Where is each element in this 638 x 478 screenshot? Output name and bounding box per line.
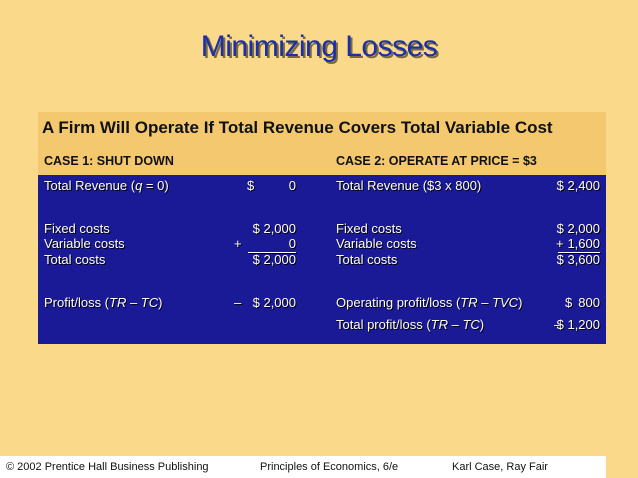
case2-variable-costs-value: 1,600: [567, 236, 600, 251]
case2-fixed-costs-value: $ 2,000: [556, 221, 600, 236]
case2-sum-underline: [558, 252, 600, 253]
footer-book-title: Principles of Economics, 6/e: [260, 461, 399, 473]
footer-authors: Karl Case, Ray Fair: [452, 461, 548, 473]
case1-profit-sign: –: [234, 295, 242, 310]
case2-total-revenue-value: $ 2,400: [556, 178, 600, 193]
case1-total-revenue-value: 0: [288, 178, 296, 193]
case1-label: CASE 1: SHUT DOWN: [44, 154, 174, 168]
case2-variable-costs-sign: +: [556, 236, 564, 251]
case1-variable-costs-label: Variable costs: [44, 236, 125, 251]
slide-title: Minimizing Losses: [200, 30, 438, 63]
case2-operating-profit-value: 800: [578, 295, 600, 310]
case2-total-profit-label: Total profit/loss (TR – TC): [336, 317, 485, 332]
case1-total-revenue-dollar: $: [247, 178, 255, 193]
case1-variable-costs-value: 0: [288, 236, 296, 251]
case2-total-revenue-label: Total Revenue ($3 x 800): [336, 178, 482, 193]
slide-footer: © 2002 Prentice Hall Business Publishing…: [0, 456, 606, 478]
case1-total-costs-label: Total costs: [44, 252, 106, 267]
case1-sum-underline: [248, 252, 296, 253]
comparison-table: A Firm Will Operate If Total Revenue Cov…: [38, 112, 606, 344]
case2-total-costs-value: $ 3,600: [556, 252, 600, 267]
footer-copyright: © 2002 Prentice Hall Business Publishing: [6, 461, 209, 473]
case1-fixed-costs-label: Fixed costs: [44, 221, 110, 236]
case1-fixed-costs-value: $ 2,000: [252, 221, 296, 236]
case2-total-profit-sign: –: [554, 317, 562, 332]
case1-profit-value: $ 2,000: [252, 295, 296, 310]
case2-label: CASE 2: OPERATE AT PRICE = $3: [336, 154, 537, 168]
case2-variable-costs-label: Variable costs: [336, 236, 417, 251]
case2-total-profit-value: $ 1,200: [556, 317, 600, 332]
table-header-band: [38, 112, 606, 175]
table-heading: A Firm Will Operate If Total Revenue Cov…: [42, 118, 553, 137]
case2-total-costs-label: Total costs: [336, 252, 398, 267]
case1-profit-label: Profit/loss (TR – TC): [44, 295, 163, 310]
case2-operating-profit-label: Operating profit/loss (TR – TVC): [336, 295, 523, 310]
case1-total-revenue-label: Total Revenue (q = 0): [44, 178, 169, 193]
case2-operating-profit-dollar: $: [565, 295, 573, 310]
case2-fixed-costs-label: Fixed costs: [336, 221, 402, 236]
case1-variable-costs-sign: +: [234, 236, 242, 251]
case1-total-costs-value: $ 2,000: [252, 252, 296, 267]
